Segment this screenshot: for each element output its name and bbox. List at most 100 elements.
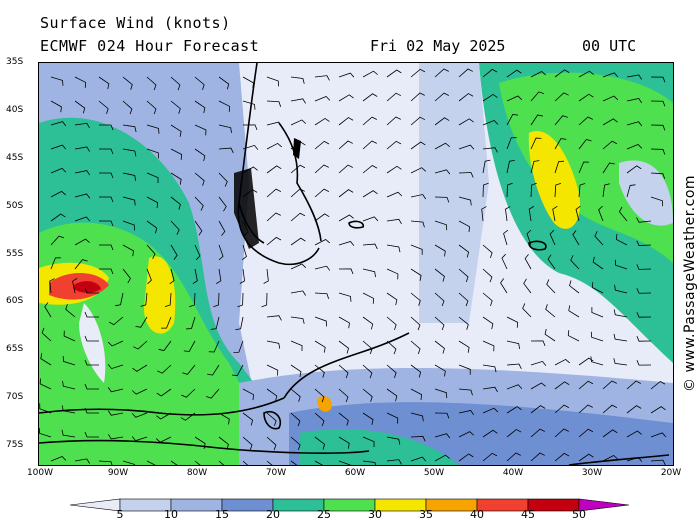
- wind-barb: [554, 358, 570, 366]
- wind-barb: [266, 436, 277, 451]
- wind-barb: [122, 124, 137, 133]
- wind-barb: [192, 268, 198, 285]
- wind-barb: [545, 304, 556, 318]
- wind-barb: [410, 388, 423, 401]
- wind-barb: [266, 188, 282, 198]
- color-scale-tick: 30: [368, 508, 382, 521]
- wind-barb: [122, 244, 134, 257]
- wind-barb: [146, 268, 152, 285]
- wind-barb: [74, 122, 90, 129]
- wind-barb: [131, 388, 148, 395]
- wind-barb: [626, 184, 636, 198]
- wind-barb: [122, 460, 135, 465]
- wind-barb: [314, 96, 331, 102]
- wind-barb: [189, 292, 196, 308]
- wind-barb: [314, 140, 330, 150]
- wind-barb: [482, 68, 498, 78]
- wind-barb: [218, 412, 230, 425]
- wind-barb: [434, 220, 448, 231]
- wind-barb: [482, 244, 493, 259]
- wind-barb: [74, 238, 90, 246]
- wind-barb: [140, 292, 148, 307]
- wind-barb: [314, 292, 330, 299]
- wind-barb: [614, 259, 628, 270]
- wind-barb: [410, 194, 427, 200]
- wind-barb: [506, 95, 523, 102]
- wind-barb: [207, 364, 220, 376]
- wind-barb: [458, 68, 473, 78]
- wind-barb: [434, 92, 450, 102]
- wind-barb: [598, 205, 604, 222]
- wind-barb: [290, 119, 307, 126]
- wind-map: [38, 62, 674, 466]
- wind-barb: [98, 100, 109, 114]
- wind-barb: [122, 196, 136, 206]
- wind-barb: [618, 206, 628, 222]
- wind-barb: [386, 292, 398, 306]
- wind-barb: [530, 340, 546, 346]
- wind-barb: [180, 412, 196, 421]
- wind-barb: [482, 452, 498, 462]
- wind-barb: [338, 117, 354, 126]
- forecast-time: 00 UTC: [582, 37, 637, 55]
- wind-barb: [482, 386, 498, 393]
- wind-barb: [194, 172, 205, 186]
- color-scale-tick: 10: [164, 508, 178, 521]
- wind-barb: [290, 388, 301, 402]
- wind-barb: [170, 460, 178, 465]
- map-title: Surface Wind (knots): [40, 14, 231, 32]
- wind-barb: [386, 340, 397, 355]
- wind-barb: [500, 278, 508, 294]
- wind-barb: [242, 144, 259, 150]
- wind-barb: [61, 429, 76, 438]
- wind-barb: [458, 268, 469, 283]
- wind-barb: [410, 116, 426, 126]
- wind-barb: [170, 124, 182, 137]
- wind-barb: [410, 244, 423, 255]
- wind-barb: [131, 436, 148, 442]
- color-scale-tick: 35: [419, 508, 433, 521]
- wind-barb: [290, 460, 298, 465]
- wind-barb: [218, 124, 232, 134]
- wind-barb: [44, 302, 52, 318]
- wind-barb: [362, 364, 373, 379]
- wind-barb: [170, 244, 178, 260]
- wind-barb: [410, 167, 427, 174]
- wind-barb: [434, 117, 450, 126]
- wind-barb: [602, 140, 618, 150]
- wind-barb: [40, 353, 52, 366]
- wind-barb: [386, 412, 399, 424]
- wind-barb: [242, 124, 258, 131]
- wind-barb: [266, 340, 281, 349]
- wind-barb: [164, 292, 172, 308]
- wind-barb: [650, 196, 664, 207]
- wind-barb: [482, 316, 494, 330]
- wind-barb: [84, 311, 99, 318]
- color-scale-tick: 5: [116, 508, 124, 521]
- wind-barb: [213, 292, 220, 308]
- wind-barb: [578, 139, 592, 150]
- wind-barb: [170, 172, 182, 185]
- wind-barb: [266, 142, 282, 150]
- wind-barb: [161, 316, 172, 329]
- wind-barb: [362, 93, 378, 102]
- wind-speed-fill: [39, 63, 673, 465]
- wind-barb: [146, 124, 160, 134]
- lat-label: 35S: [6, 57, 24, 67]
- wind-barb: [530, 137, 542, 150]
- wind-barb: [602, 118, 618, 126]
- wind-barb: [362, 460, 376, 465]
- wind-barb: [482, 120, 499, 126]
- wind-barb: [602, 404, 618, 414]
- wind-barb: [554, 92, 569, 102]
- wind-barb: [410, 92, 425, 102]
- wind-barb: [99, 268, 114, 275]
- wind-barb: [132, 364, 148, 372]
- wind-barb: [578, 380, 594, 390]
- wind-barb: [115, 292, 124, 307]
- wind-barb: [39, 403, 52, 414]
- wind-barb: [650, 432, 667, 438]
- wind-barb: [241, 244, 247, 261]
- wind-barb: [362, 268, 376, 278]
- wind-barb: [290, 290, 306, 296]
